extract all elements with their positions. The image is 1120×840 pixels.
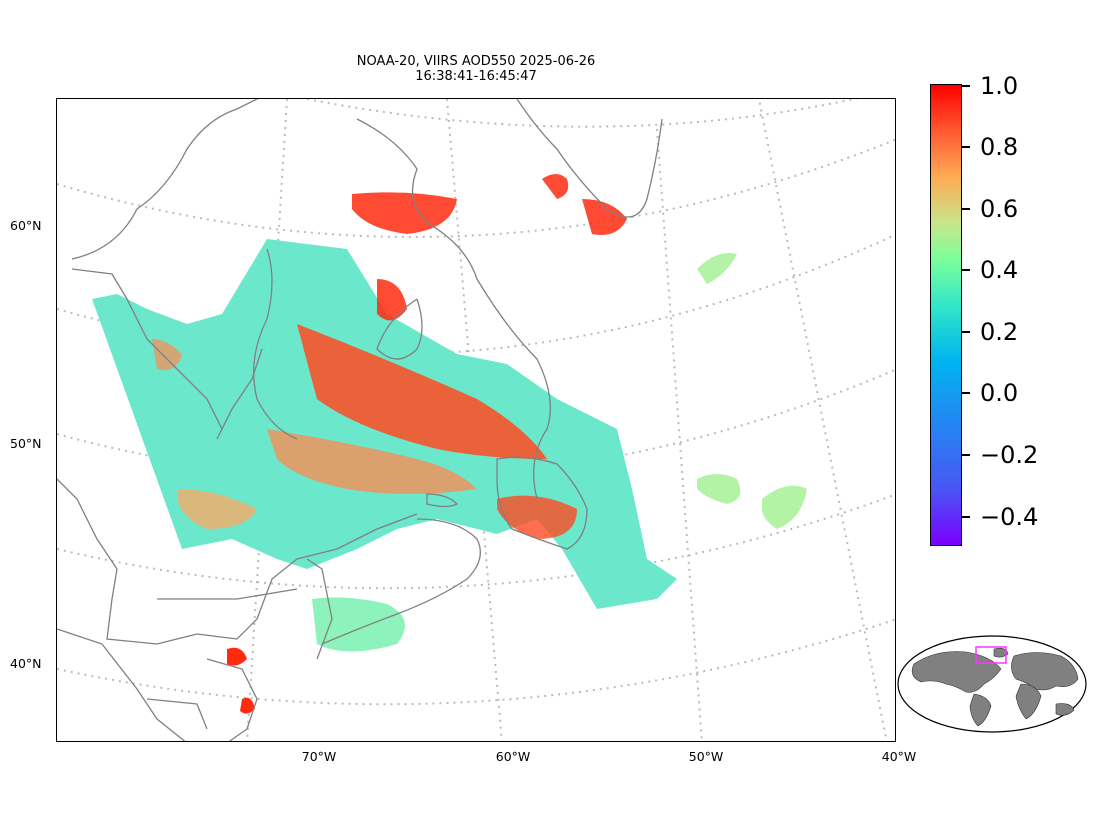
colorbar-tick xyxy=(962,269,970,271)
plot-title: NOAA-20, VIIRS AOD550 2025-06-26 16:38:4… xyxy=(56,54,896,84)
aod-swath xyxy=(92,174,807,714)
colorbar-label: 0.2 xyxy=(980,318,1019,346)
colorbar-label: 1.0 xyxy=(980,72,1019,100)
title-line-2: 16:38:41-16:45:47 xyxy=(415,69,537,84)
lon-label-70w: 70°W xyxy=(301,749,337,764)
colorbar-label: 0.0 xyxy=(980,379,1019,407)
inset-continents xyxy=(911,647,1079,727)
coastlines xyxy=(57,99,663,741)
map-canvas xyxy=(57,99,895,741)
title-line-1: NOAA-20, VIIRS AOD550 2025-06-26 xyxy=(356,54,596,69)
colorbar-tick xyxy=(962,146,970,148)
lat-label-50n: 50°N xyxy=(10,436,42,451)
colorbar-label: 0.6 xyxy=(980,195,1019,223)
colorbar-label: −0.4 xyxy=(980,503,1039,531)
inset-globe-map xyxy=(897,635,1087,733)
colorbar xyxy=(930,84,962,546)
colorbar-label: 0.4 xyxy=(980,256,1019,284)
colorbar-label: −0.2 xyxy=(980,441,1039,469)
lon-line-50w xyxy=(656,128,703,741)
lon-line-40w xyxy=(757,99,888,741)
lat-line-40 xyxy=(57,618,895,706)
colorbar-tick xyxy=(962,454,970,456)
colorbar-tick xyxy=(962,331,970,333)
colorbar-label: 0.8 xyxy=(980,133,1019,161)
lon-label-60w: 60°W xyxy=(495,749,531,764)
lon-label-50w: 50°W xyxy=(688,749,724,764)
lat-label-40n: 40°N xyxy=(10,656,42,671)
inset-region-box xyxy=(975,646,1007,664)
colorbar-tick xyxy=(962,208,970,210)
colorbar-tick xyxy=(962,516,970,518)
lat-line-60 xyxy=(57,138,895,238)
lat-line-50 xyxy=(57,368,895,480)
colorbar-tick xyxy=(962,392,970,394)
lat-label-60n: 60°N xyxy=(10,218,42,233)
lon-label-40w: 40°W xyxy=(881,749,917,764)
map-panel xyxy=(56,98,896,742)
colorbar-tick xyxy=(962,85,970,87)
